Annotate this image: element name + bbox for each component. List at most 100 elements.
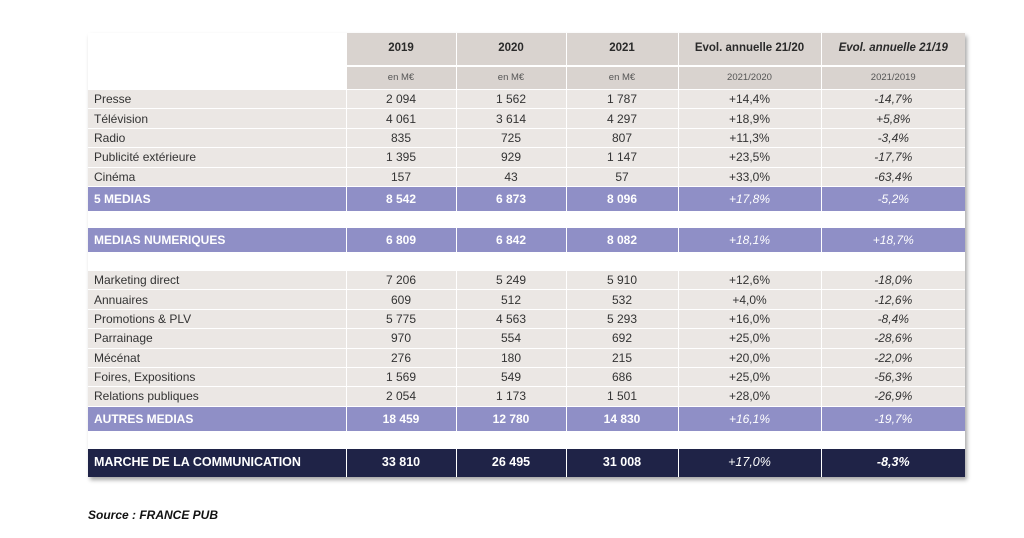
- row-value: 807: [565, 127, 678, 148]
- header-2019: 2019: [345, 33, 456, 66]
- table-row: Radio 835 725 807 +11,3% -3,4%: [88, 127, 965, 148]
- row-value: 14 830: [565, 405, 678, 431]
- spacer-row: [88, 210, 965, 228]
- spacer-cell: [88, 210, 965, 228]
- row-value: -8,4%: [820, 308, 965, 329]
- header-2020: 2020: [455, 33, 566, 66]
- row-value: 970: [345, 328, 456, 349]
- row-value: 1 147: [565, 147, 678, 168]
- row-value: 1 787: [565, 88, 678, 109]
- row-value: -63,4%: [820, 166, 965, 187]
- subheader-empty: [88, 66, 346, 90]
- row-value: +12,6%: [677, 269, 821, 290]
- row-value: 512: [455, 289, 566, 310]
- row-value: 6 809: [345, 226, 456, 252]
- row-label: Relations publiques: [88, 386, 346, 407]
- row-value: 276: [345, 347, 456, 368]
- row-value: 5 249: [455, 269, 566, 290]
- total-row-autres-medias: AUTRES MEDIAS 18 459 12 780 14 830 +16,1% -19…: [88, 405, 965, 431]
- row-value: 8 096: [565, 185, 678, 211]
- row-value: +25,0%: [677, 328, 821, 349]
- row-value: 2 094: [345, 88, 456, 109]
- table-row: Cinéma 157 43 57 +33,0% -63,4%: [88, 166, 965, 187]
- row-value: -8,3%: [820, 448, 965, 477]
- row-value: 1 395: [345, 147, 456, 168]
- spacer-row: [88, 430, 965, 449]
- row-value: 1 562: [455, 88, 566, 109]
- row-value: 6 873: [455, 185, 566, 211]
- row-value: -12,6%: [820, 289, 965, 310]
- grand-total-row: MARCHE DE LA COMMUNICATION 33 810 26 495 31…: [88, 448, 965, 477]
- subheader-row: en M€ en M€ en M€ 2021/2020 2021/2019: [88, 65, 965, 90]
- row-value: -5,2%: [820, 185, 965, 211]
- row-value: 929: [455, 147, 566, 168]
- row-value: 33 810: [345, 448, 456, 477]
- row-value: +17,8%: [677, 185, 821, 211]
- row-value: -14,7%: [820, 88, 965, 109]
- row-value: -17,7%: [820, 147, 965, 168]
- row-value: 43: [455, 166, 566, 187]
- subheader-unit-2020: en M€: [455, 65, 566, 90]
- row-value: 12 780: [455, 405, 566, 431]
- spacer-cell: [88, 430, 965, 449]
- row-label: AUTRES MEDIAS: [88, 405, 346, 431]
- row-value: 8 082: [565, 226, 678, 252]
- row-value: +16,0%: [677, 308, 821, 329]
- row-value: +17,0%: [677, 448, 821, 477]
- row-value: 549: [455, 366, 566, 387]
- row-value: 609: [345, 289, 456, 310]
- row-label: Foires, Expositions: [88, 366, 346, 387]
- row-value: -3,4%: [820, 127, 965, 148]
- row-value: +33,0%: [677, 166, 821, 187]
- row-value: +5,8%: [820, 108, 965, 129]
- row-value: 3 614: [455, 108, 566, 129]
- row-label: MARCHE DE LA COMMUNICATION: [88, 448, 346, 477]
- row-label: Mécénat: [88, 347, 346, 368]
- row-value: -28,6%: [820, 328, 965, 349]
- table-row: Publicité extérieure 1 395 929 1 147 +23,5% -…: [88, 147, 965, 168]
- header-row: 2019 2020 2021 Evol. annuelle 21/20 Evol…: [88, 33, 965, 66]
- row-value: -19,7%: [820, 405, 965, 431]
- row-value: +18,1%: [677, 226, 821, 252]
- subheader-unit-2021: en M€: [565, 65, 678, 90]
- row-value: 5 775: [345, 308, 456, 329]
- row-value: 4 061: [345, 108, 456, 129]
- subheader-unit-2019: en M€: [345, 65, 456, 90]
- row-label: Cinéma: [88, 166, 346, 187]
- row-value: +4,0%: [677, 289, 821, 310]
- row-value: +18,7%: [820, 226, 965, 252]
- row-value: 532: [565, 289, 678, 310]
- row-value: 31 008: [565, 448, 678, 477]
- row-value: 7 206: [345, 269, 456, 290]
- row-value: +23,5%: [677, 147, 821, 168]
- table-row: Relations publiques 2 054 1 173 1 501 +28,0%…: [88, 386, 965, 407]
- row-value: -26,9%: [820, 386, 965, 407]
- row-value: +14,4%: [677, 88, 821, 109]
- row-value: +25,0%: [677, 366, 821, 387]
- row-value: +20,0%: [677, 347, 821, 368]
- header-evol-21-19: Evol. annuelle 21/19: [820, 33, 965, 66]
- row-value: 835: [345, 127, 456, 148]
- row-label: MEDIAS NUMERIQUES: [88, 226, 346, 252]
- row-value: 2 054: [345, 386, 456, 407]
- row-value: +28,0%: [677, 386, 821, 407]
- total-row-medias-numeriques: MEDIAS NUMERIQUES 6 809 6 842 8 082 +18,1% +1…: [88, 226, 965, 252]
- table-row: Promotions & PLV 5 775 4 563 5 293 +16,0% -8,…: [88, 308, 965, 329]
- table-row: Marketing direct 7 206 5 249 5 910 +12,6% -18…: [88, 269, 965, 290]
- row-value: +16,1%: [677, 405, 821, 431]
- row-label: Télévision: [88, 108, 346, 129]
- table-row: Annuaires 609 512 532 +4,0% -12,6%: [88, 289, 965, 310]
- row-value: 18 459: [345, 405, 456, 431]
- row-label: Presse: [88, 88, 346, 109]
- row-value: -22,0%: [820, 347, 965, 368]
- row-value: 6 842: [455, 226, 566, 252]
- row-label: Parrainage: [88, 328, 346, 349]
- row-value: 4 297: [565, 108, 678, 129]
- row-value: 57: [565, 166, 678, 187]
- row-value: +18,9%: [677, 108, 821, 129]
- row-value: -56,3%: [820, 366, 965, 387]
- row-value: 725: [455, 127, 566, 148]
- row-value: +11,3%: [677, 127, 821, 148]
- row-value: 554: [455, 328, 566, 349]
- row-value: 1 501: [565, 386, 678, 407]
